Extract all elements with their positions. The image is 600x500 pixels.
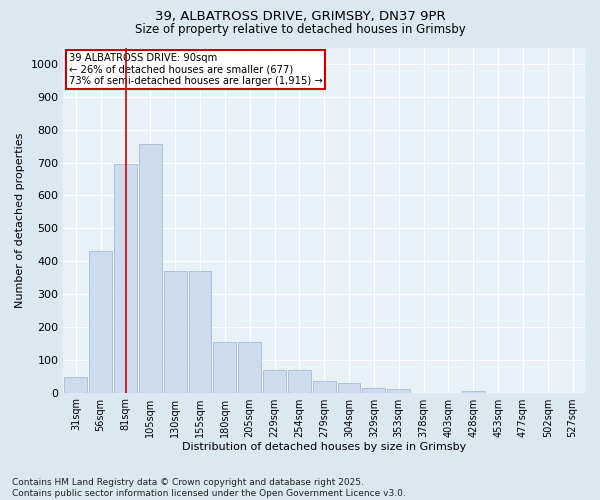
Bar	[214, 342, 236, 392]
Bar	[114, 164, 137, 392]
Bar	[89, 252, 112, 392]
Y-axis label: Number of detached properties: Number of detached properties	[15, 132, 25, 308]
Text: Contains HM Land Registry data © Crown copyright and database right 2025.
Contai: Contains HM Land Registry data © Crown c…	[12, 478, 406, 498]
Bar	[263, 370, 286, 392]
Bar	[288, 370, 311, 392]
Bar	[64, 377, 87, 392]
X-axis label: Distribution of detached houses by size in Grimsby: Distribution of detached houses by size …	[182, 442, 466, 452]
Text: 39 ALBATROSS DRIVE: 90sqm
← 26% of detached houses are smaller (677)
73% of semi: 39 ALBATROSS DRIVE: 90sqm ← 26% of detac…	[68, 52, 322, 86]
Bar	[139, 144, 162, 392]
Text: Size of property relative to detached houses in Grimsby: Size of property relative to detached ho…	[134, 22, 466, 36]
Bar	[164, 271, 187, 392]
Bar	[313, 381, 335, 392]
Bar	[362, 388, 385, 392]
Text: 39, ALBATROSS DRIVE, GRIMSBY, DN37 9PR: 39, ALBATROSS DRIVE, GRIMSBY, DN37 9PR	[155, 10, 445, 23]
Bar	[462, 391, 485, 392]
Bar	[387, 390, 410, 392]
Bar	[188, 271, 211, 392]
Bar	[338, 382, 361, 392]
Bar	[238, 342, 261, 392]
